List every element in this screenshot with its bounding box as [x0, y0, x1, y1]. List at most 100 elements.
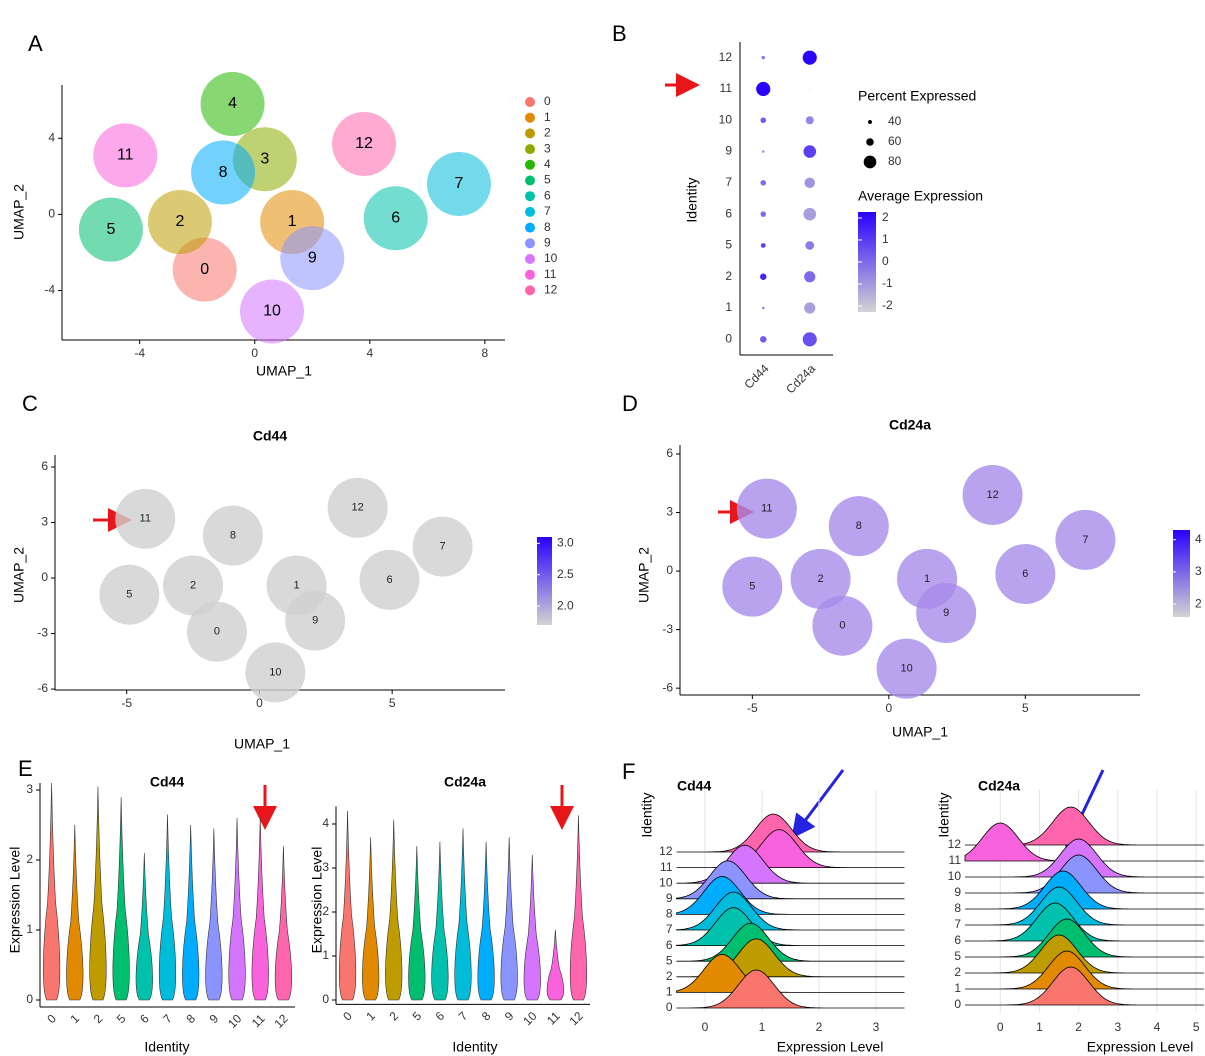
cluster-cloud: [191, 140, 256, 205]
x-tick-label: 12: [271, 1011, 291, 1031]
y-tick-label: 12: [659, 844, 673, 858]
colorbar-label: 0: [882, 254, 889, 268]
cluster-cloud: [327, 477, 388, 538]
y-tick-label: 7: [954, 917, 961, 931]
cluster-label: 0: [839, 620, 845, 632]
cluster-cloud: [812, 595, 873, 656]
legend-label: 1: [544, 110, 551, 124]
y-tick-label: 2: [725, 269, 732, 283]
x-axis-label: Expression Level: [777, 1039, 884, 1055]
cluster-label: 1: [294, 579, 300, 591]
ridge: [676, 969, 905, 1009]
cluster-label: 11: [117, 147, 134, 164]
legend-label: 3: [544, 141, 551, 155]
cluster-cloud: [245, 642, 306, 703]
x-tick-label: 1: [1036, 1020, 1043, 1034]
size-legend-label: 60: [888, 134, 902, 148]
y-tick-label: 9: [666, 891, 673, 905]
violin: [338, 810, 357, 1001]
colorbar-label: 2.0: [557, 598, 574, 612]
x-tick-label: 0: [997, 1020, 1004, 1034]
x-tick-label: -5: [121, 696, 132, 710]
legend-label: 7: [544, 204, 551, 218]
x-axis-label: Expression Level: [1087, 1039, 1194, 1055]
legend-swatch: [525, 97, 535, 107]
x-tick-label: 0: [702, 1020, 709, 1034]
colorbar: [537, 537, 552, 625]
y-tick-label: 3: [41, 515, 48, 529]
y-tick-label: 4: [322, 816, 329, 830]
x-tick-label: 8: [183, 1011, 198, 1026]
y-tick-label: 5: [666, 953, 673, 967]
legend-swatch: [525, 238, 535, 249]
x-tick-label: 3: [1114, 1020, 1121, 1034]
dot: [760, 117, 767, 124]
cluster-label: 5: [106, 221, 115, 238]
violin: [274, 845, 292, 1001]
dot: [761, 56, 765, 60]
x-tick-label: 7: [456, 1009, 471, 1024]
dot: [802, 50, 817, 65]
cluster-label: 9: [312, 615, 318, 627]
dot: [760, 336, 767, 343]
cluster-label: 1: [924, 573, 930, 585]
y-tick-label: 5: [954, 949, 961, 963]
cluster-cloud: [828, 496, 889, 557]
y-tick-label: 10: [659, 875, 673, 889]
panel-letter: D: [622, 391, 638, 416]
cluster-cloud: [99, 564, 160, 625]
x-tick-label: -5: [747, 701, 758, 715]
y-axis-label: Identity: [936, 792, 952, 837]
y-tick-label: 12: [719, 50, 733, 64]
violin: [569, 815, 588, 1001]
y-tick-label: 3: [26, 782, 33, 796]
y-tick-label: -3: [662, 622, 673, 636]
colorbar-label: 3: [1195, 564, 1202, 578]
violin: [408, 845, 426, 1001]
cluster-label: 7: [1082, 534, 1088, 546]
y-tick-label: 0: [322, 992, 329, 1006]
x-tick-label: 2: [91, 1011, 106, 1026]
cluster-cloud: [147, 190, 212, 255]
ridge: [965, 966, 1204, 1006]
cluster-label: 3: [260, 150, 269, 167]
x-axis-label: UMAP_1: [892, 724, 948, 740]
violin: [546, 929, 564, 1001]
ridge: [676, 922, 905, 962]
x-axis-label: Identity: [452, 1039, 497, 1055]
y-tick-label: 0: [26, 992, 33, 1006]
chart-title: Cd44: [150, 774, 184, 790]
cluster-cloud: [163, 555, 224, 616]
y-tick-label: 8: [666, 907, 673, 921]
y-tick-label: 10: [719, 112, 733, 126]
cluster-label: 10: [269, 666, 281, 678]
legend-label: 4: [544, 157, 551, 171]
x-tick-label: 2: [816, 1020, 823, 1034]
y-tick-label: 6: [41, 459, 48, 473]
violin: [228, 817, 246, 1001]
ridge: [965, 870, 1204, 910]
violin: [523, 854, 541, 1001]
panel-letter: A: [28, 31, 43, 56]
legend-label: 5: [544, 173, 551, 187]
cluster-cloud: [995, 544, 1056, 605]
colorbar-label: 2: [882, 210, 889, 224]
legend-label: 12: [544, 283, 558, 297]
cluster-cloud: [285, 590, 346, 651]
violin: [158, 814, 177, 1001]
dot: [756, 81, 771, 97]
violin: [205, 828, 223, 1001]
x-tick-label: 0: [885, 701, 892, 715]
cluster-cloud: [93, 123, 158, 188]
x-tick-label: 6: [137, 1011, 152, 1026]
cluster-label: 2: [175, 213, 184, 230]
x-tick-label: -4: [134, 346, 145, 360]
y-axis-label: UMAP_2: [636, 547, 652, 603]
dot: [761, 150, 765, 153]
cluster-cloud: [239, 279, 304, 344]
chart-title: Cd44: [253, 428, 287, 444]
dot: [805, 241, 815, 250]
y-axis-label: UMAP_2: [11, 547, 27, 603]
size-legend-dot: [866, 138, 874, 146]
size-legend-title: Percent Expressed: [858, 88, 976, 104]
